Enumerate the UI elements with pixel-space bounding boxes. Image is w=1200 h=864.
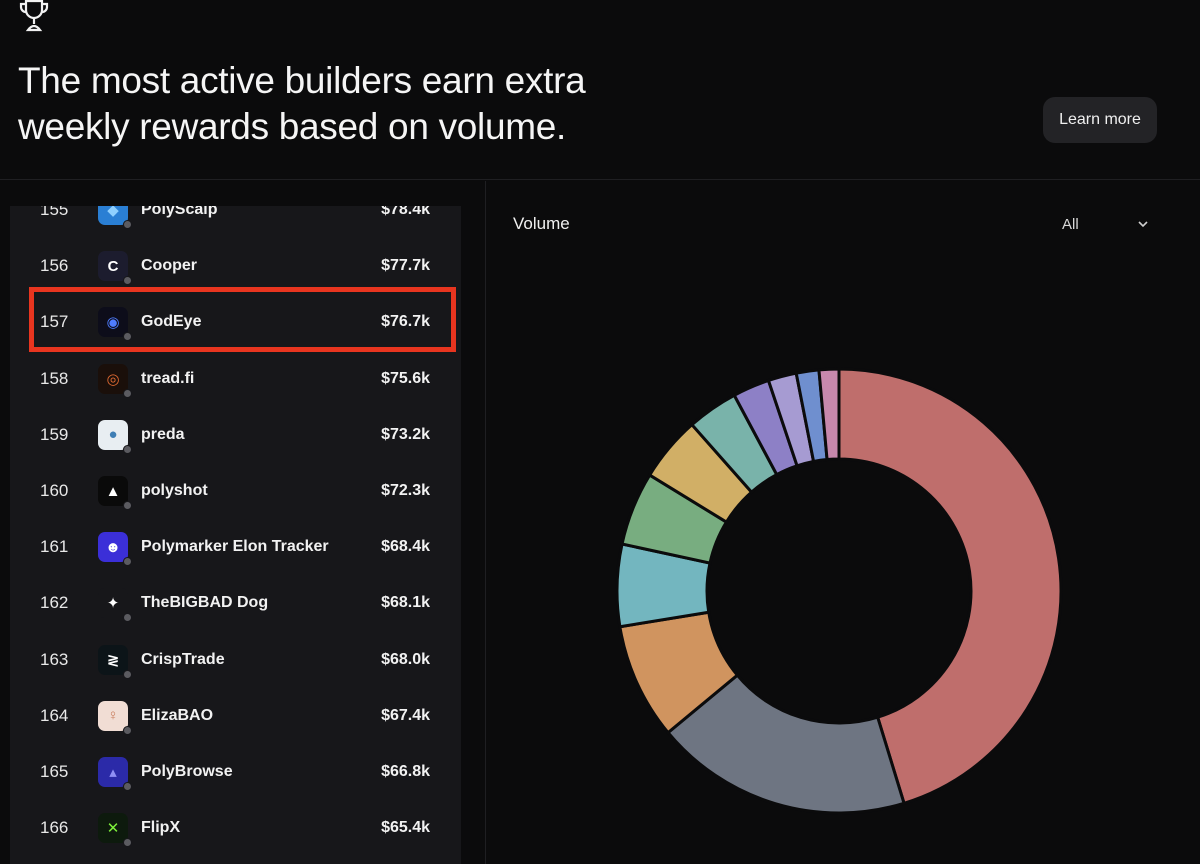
leaderboard-panel: 155 ◆ PolyScalp $78.4k 156 C Cooper $77.7k 157 ◉ G… [0,181,486,864]
status-dot [123,332,132,342]
cooper-icon: C [98,251,132,286]
row-rank: 159 [40,424,69,444]
leaderboard-row[interactable]: 155 ◆ PolyScalp $78.4k [10,206,461,238]
status-dot [123,501,132,510]
sparkle-icon: ✦ [98,588,132,623]
volume-panel: Volume All [487,181,1200,864]
row-volume: $67.4k [381,706,430,724]
row-rank: 156 [40,256,69,276]
volume-filter-dropdown[interactable]: All [1053,211,1163,237]
preda-icon: ● [98,419,132,454]
volume-donut-chart [615,367,1063,815]
donut-slice[interactable] [837,367,1063,806]
status-dot [123,388,132,398]
headline-line-2: weekly rewards based on volume. [18,106,567,147]
row-name: GodEye [141,313,202,331]
row-rank: 165 [40,762,69,781]
row-name: CrispTrade [141,650,225,668]
flipx-icon: ✕ [98,813,132,848]
row-volume: $68.0k [381,650,430,668]
polyshot-icon: ▲ [98,476,132,510]
leaderboard-row[interactable]: 157 ◉ GodEye $76.7k [10,294,461,350]
donut-slice[interactable] [817,367,841,462]
status-dot [123,220,132,229]
volume-filter-value: All [1062,215,1079,233]
row-rank: 163 [40,649,69,669]
leaderboard-row[interactable]: 162 ✦ TheBIGBAD Dog $68.1k [10,575,461,631]
row-name: tread.fi [141,369,195,387]
leaderboard-list[interactable]: 155 ◆ PolyScalp $78.4k 156 C Cooper $77.7k 157 ◉ G… [10,206,461,864]
row-name: polyshot [141,482,208,499]
leaderboard-row[interactable]: 166 ✕ FlipX $65.4k [10,800,461,856]
volume-title: Volume [513,214,570,233]
leaderboard-row[interactable]: 165 ▴ PolyBrowse $66.8k [10,744,461,800]
row-rank: 162 [40,593,69,613]
leaderboard-row[interactable]: 158 ◎ tread.fi $75.6k [10,351,461,407]
status-dot [123,613,132,623]
headline-line-1: The most active builders earn extra [18,60,586,101]
row-name: Cooper [141,257,197,275]
godeye-icon: ◉ [98,307,132,342]
leaderboard-row[interactable]: 164 ♀ ElizaBAO $67.4k [10,688,461,744]
row-name: PolyScalp [141,206,218,218]
row-name: FlipX [141,819,181,837]
row-volume: $65.4k [381,819,430,837]
row-volume: $75.6k [381,369,430,387]
status-dot [123,725,132,735]
treadfi-icon: ◎ [98,363,132,398]
row-volume: $77.7k [381,257,430,275]
leaderboard-row[interactable]: 161 ☻ Polymarker Elon Tracker $68.4k [10,519,461,575]
row-volume: $78.4k [381,206,430,218]
row-name: preda [141,425,185,443]
row-rank: 166 [40,818,69,838]
status-dot [123,838,132,848]
rewards-header: The most active builders earn extra week… [0,0,1200,180]
row-rank: 158 [40,368,69,388]
row-rank: 155 [40,206,69,219]
chevron-down-icon [1138,221,1148,228]
learn-more-button[interactable]: Learn more [1043,97,1157,143]
polybrowse-icon: ▴ [98,757,132,791]
polyscalp-icon: ◆ [98,206,132,229]
page-headline: The most active builders earn extra week… [18,58,586,150]
status-dot [123,444,132,454]
row-rank: 161 [40,537,69,557]
row-volume: $66.8k [381,763,430,780]
status-dot [123,669,132,679]
row-volume: $76.7k [381,313,430,331]
row-name: Polymarker Elon Tracker [141,538,329,556]
row-volume: $73.2k [381,425,430,443]
crisptrade-icon: ≷ [98,644,132,679]
row-volume: $68.4k [381,538,430,556]
status-dot [123,782,132,791]
elizabao-icon: ♀ [98,700,132,735]
row-rank: 157 [40,312,69,332]
leaderboard-row[interactable]: 156 C Cooper $77.7k [10,238,461,294]
row-volume: $68.1k [381,594,430,612]
row-rank: 164 [40,705,69,725]
leaderboard-row[interactable]: 159 ● preda $73.2k [10,407,461,463]
elon-tracker-icon: ☻ [98,532,132,567]
row-rank: 160 [40,481,69,500]
donut-slice[interactable] [665,673,906,815]
leaderboard-row[interactable]: 163 ≷ CrispTrade $68.0k [10,632,461,688]
trophy-icon [19,0,49,32]
leaderboard-row[interactable]: 160 ▲ polyshot $72.3k [10,463,461,519]
status-dot [123,276,132,286]
row-name: ElizaBAO [141,706,214,724]
row-name: TheBIGBAD Dog [141,594,269,612]
row-volume: $72.3k [381,482,430,499]
row-name: PolyBrowse [141,763,233,780]
status-dot [123,557,132,567]
